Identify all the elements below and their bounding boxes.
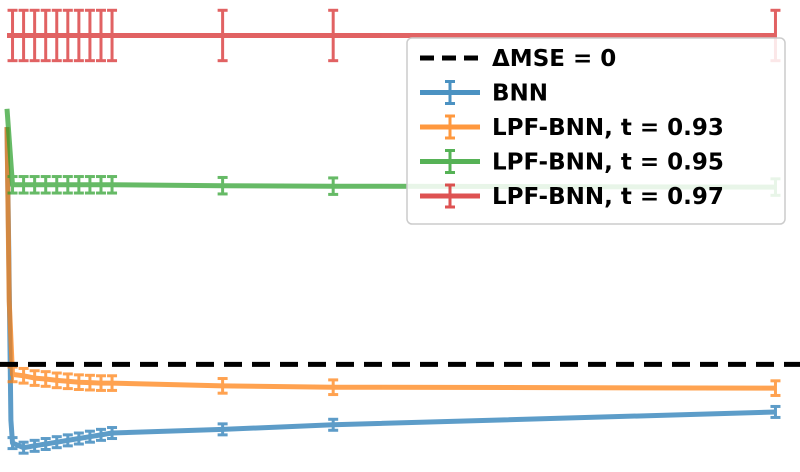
- error-bar: [51, 435, 62, 450]
- error-bar: [328, 378, 339, 397]
- legend-item: ΔMSE = 0: [420, 46, 616, 72]
- error-bar: [18, 175, 29, 195]
- error-bar: [29, 369, 40, 387]
- error-bar: [73, 8, 84, 63]
- error-bar: [29, 438, 40, 453]
- legend-handle: [420, 149, 480, 174]
- error-bar: [7, 8, 18, 63]
- error-bar: [40, 175, 51, 195]
- series-3: [7, 8, 781, 63]
- series-line-2: [4, 108, 776, 190]
- error-bar: [62, 175, 73, 195]
- error-bar: [107, 8, 118, 63]
- error-bar: [51, 175, 62, 195]
- error-bar: [51, 8, 62, 63]
- error-bar: [18, 440, 29, 455]
- error-bar: [770, 404, 781, 419]
- error-bar: [18, 366, 29, 385]
- error-bar: [95, 8, 106, 63]
- legend: ΔMSE = 0 BNN LPF-BNN, t = 0.93 LPF-BNN, t =…: [406, 37, 786, 225]
- legend-label: LPF-BNN, t = 0.95: [492, 150, 724, 176]
- legend-item: BNN: [420, 80, 548, 107]
- error-bar: [40, 437, 51, 452]
- error-bar: [217, 377, 228, 395]
- error-bar: [40, 8, 51, 63]
- error-bar: [29, 8, 40, 63]
- series-0: [4, 127, 781, 455]
- legend-handle: [420, 183, 480, 209]
- error-bar: [7, 365, 18, 384]
- legend-item: LPF-BNN, t = 0.93: [420, 114, 724, 141]
- error-bar: [328, 176, 339, 196]
- error-bar: [328, 8, 339, 63]
- error-bar: [40, 370, 51, 388]
- error-bar: [217, 422, 228, 437]
- error-bar: [62, 433, 73, 448]
- legend-frame: [406, 37, 786, 225]
- error-bar: [62, 8, 73, 63]
- error-bar: [18, 8, 29, 63]
- legend-item: LPF-BNN, t = 0.95: [420, 149, 724, 176]
- legend-label: LPF-BNN, t = 0.93: [492, 115, 724, 141]
- legend-item: LPF-BNN, t = 0.97: [420, 183, 724, 210]
- error-bar: [51, 371, 62, 390]
- error-bar: [84, 175, 95, 195]
- legend-handle: [420, 80, 480, 105]
- error-bar: [84, 429, 95, 444]
- error-bar: [217, 175, 228, 196]
- series-1: [4, 127, 781, 397]
- error-bar: [328, 417, 339, 432]
- error-bar: [95, 374, 106, 392]
- error-bar: [84, 8, 95, 63]
- error-bar: [95, 427, 106, 442]
- legend-label: BNN: [492, 81, 548, 107]
- error-bar: [770, 379, 781, 397]
- error-bar: [95, 175, 106, 195]
- error-bar: [217, 8, 228, 63]
- error-bar: [29, 175, 40, 195]
- error-bar: [7, 175, 18, 195]
- legend-label: LPF-BNN, t = 0.97: [492, 184, 724, 210]
- legend-handle: [420, 114, 480, 140]
- error-bar: [73, 431, 84, 446]
- series-line-0: [4, 127, 776, 451]
- error-bar: [107, 175, 118, 195]
- error-bar: [107, 374, 118, 392]
- error-bar: [62, 372, 73, 391]
- error-bar: [7, 436, 18, 451]
- error-bar: [84, 373, 95, 392]
- error-bar: [73, 373, 84, 392]
- error-bar: [107, 426, 118, 441]
- legend-label: ΔMSE = 0: [492, 46, 616, 72]
- error-bar: [73, 175, 84, 195]
